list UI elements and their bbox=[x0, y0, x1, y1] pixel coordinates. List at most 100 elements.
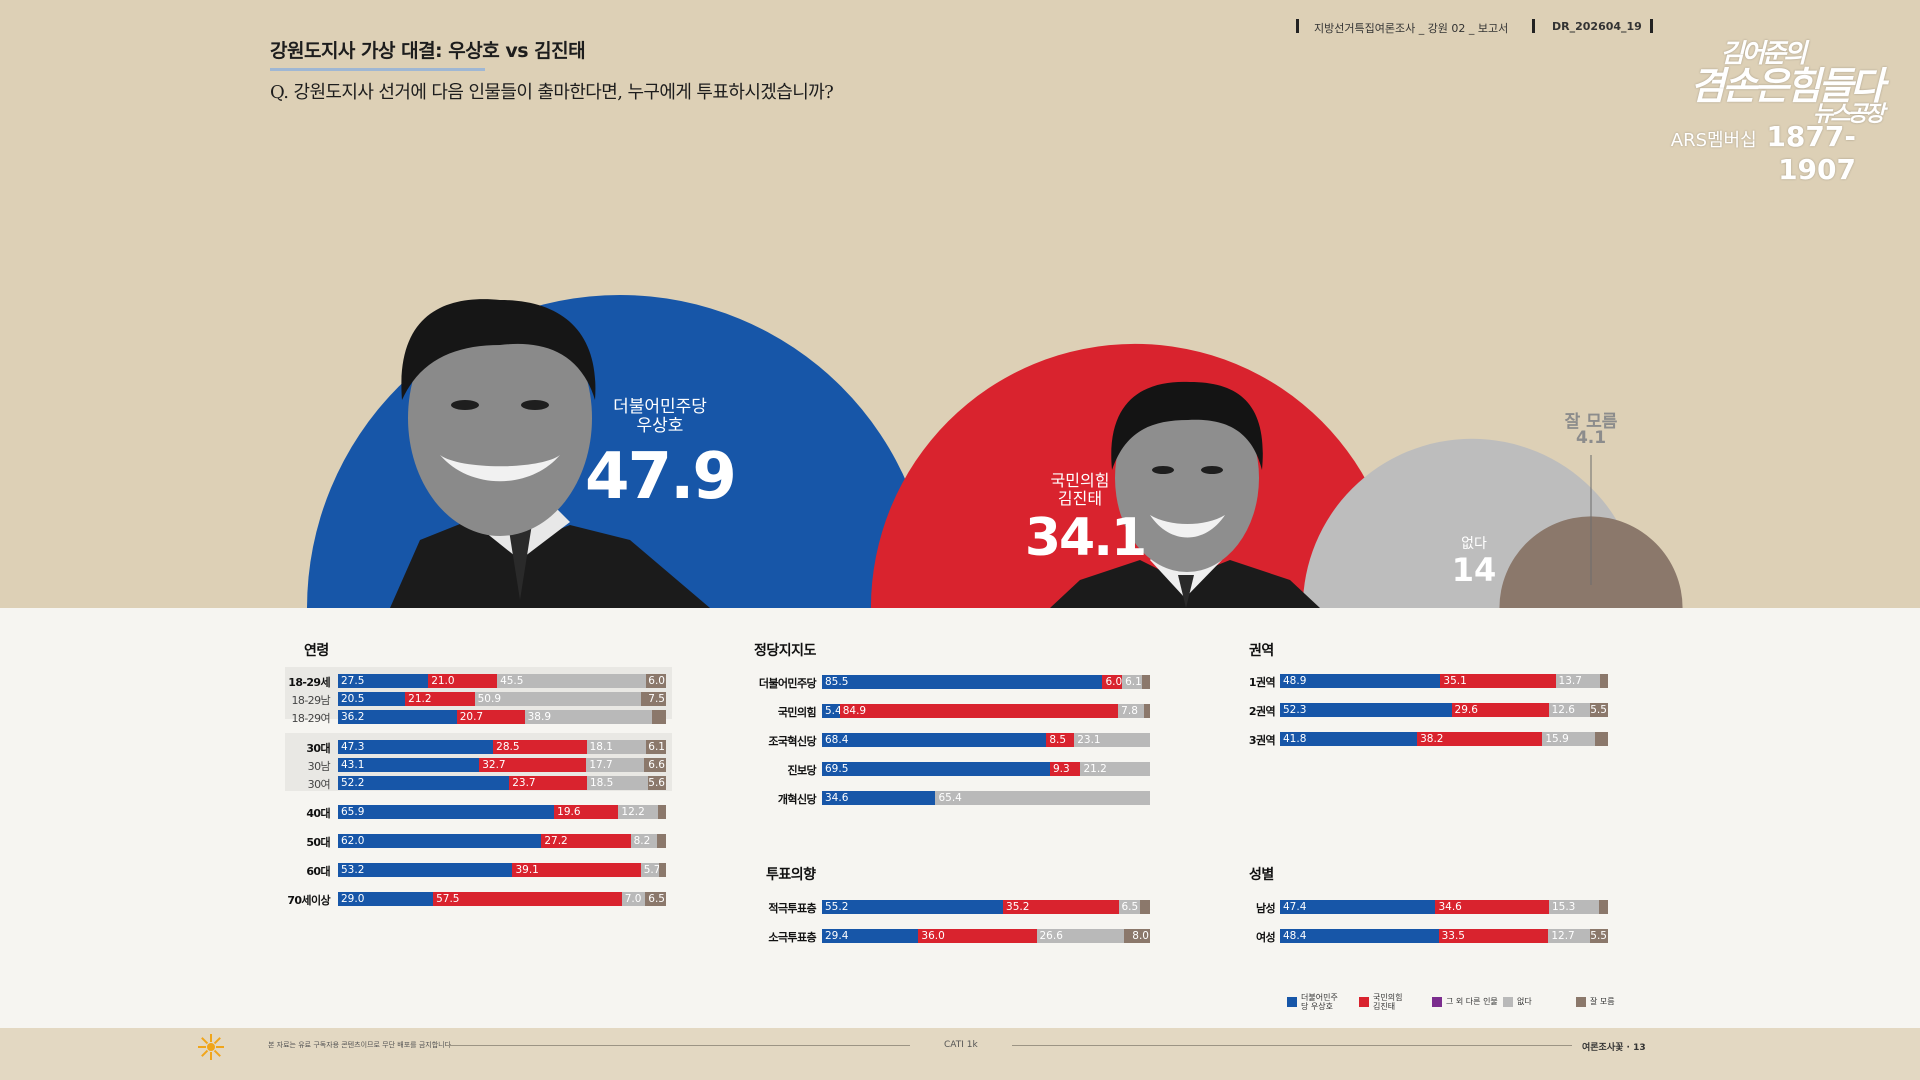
bar-value-label: 36.2 bbox=[341, 711, 365, 723]
hero-semicircles bbox=[307, 295, 1683, 608]
bar-value-label: 43.1 bbox=[341, 759, 365, 771]
bar-seg-none: 6.5 bbox=[1118, 900, 1140, 914]
bar-seg-none: 8.2 bbox=[630, 834, 658, 848]
stacked-bar: 47.3 28.5 18.1 6.1 bbox=[338, 740, 666, 754]
hero-area: 강원도지사 가상 대결: 우상호 vs 김진태 Q. 강원도지사 선거에 다음 … bbox=[270, 19, 1885, 608]
bar-value-label: 7.5 bbox=[648, 693, 665, 705]
stacked-bar: 69.5 9.3 21.2 bbox=[822, 762, 1150, 776]
bar-seg-woo: 53.2 bbox=[338, 863, 513, 877]
section-title-vote-intention: 투표의향 bbox=[766, 867, 816, 883]
legend-label-woo: 더불어민주당 우상호 bbox=[1301, 993, 1338, 1011]
bar-seg-woo: 5.4 bbox=[822, 704, 842, 718]
row-label: 소극투표층 bbox=[768, 931, 816, 944]
brand-line1: 김어준의 bbox=[1720, 39, 1807, 69]
bar-seg-unknown bbox=[1143, 704, 1150, 718]
bar-value-label: 5.4 bbox=[825, 705, 842, 717]
row-label: 진보당 bbox=[787, 764, 816, 777]
stacked-bar: 47.4 34.6 15.3 bbox=[1280, 900, 1608, 914]
legend-swatch-unknown bbox=[1576, 997, 1586, 1007]
stacked-bar: 68.4 8.5 23.1 bbox=[822, 733, 1150, 747]
bar-value-label: 5.5 bbox=[1590, 930, 1607, 942]
bar-seg-none: 7.0 bbox=[621, 892, 645, 906]
bar-seg-none: 6.1 bbox=[1122, 675, 1143, 689]
kim-value: 34.1 bbox=[1024, 508, 1147, 568]
unknown-value: 4.1 bbox=[1575, 428, 1607, 448]
bar-seg-unknown bbox=[1594, 732, 1608, 746]
row-label: 60대 bbox=[306, 865, 330, 878]
bar-value-label: 38.2 bbox=[1420, 733, 1444, 745]
bar-value-label: 28.5 bbox=[496, 741, 520, 753]
bar-seg-unknown bbox=[658, 805, 666, 819]
bar-seg-woo: 65.9 bbox=[338, 805, 555, 819]
bar-seg-kim: 19.6 bbox=[554, 805, 619, 819]
bar-value-label: 19.6 bbox=[557, 806, 581, 818]
bar-seg-kim: 28.5 bbox=[493, 740, 587, 754]
bar-value-label: 47.4 bbox=[1283, 901, 1307, 913]
section-title-age: 연령 bbox=[304, 643, 329, 659]
bar-value-label: 23.7 bbox=[512, 777, 536, 789]
bar-value-label: 17.7 bbox=[589, 759, 613, 771]
bar-seg-kim: 34.6 bbox=[1435, 900, 1549, 914]
row-label: 2권역 bbox=[1248, 705, 1276, 718]
bar-value-label: 62.0 bbox=[341, 835, 365, 847]
bar-seg-none: 45.5 bbox=[497, 674, 647, 688]
bar-seg-kim: 6.0 bbox=[1102, 675, 1122, 689]
bar-seg-woo: 27.5 bbox=[338, 674, 429, 688]
bar-value-label: 68.4 bbox=[825, 734, 849, 746]
bar-value-label: 9.3 bbox=[1052, 763, 1070, 775]
bar-value-label: 69.5 bbox=[825, 763, 849, 775]
row-label: 30여 bbox=[307, 778, 331, 791]
stacked-bar: 62.0 27.2 8.2 bbox=[338, 834, 666, 848]
bar-seg-kim: 84.9 bbox=[839, 704, 1119, 718]
bar-seg-unknown: 6.1 bbox=[645, 740, 666, 754]
bar-value-label: 52.3 bbox=[1283, 704, 1307, 716]
bar-value-label: 57.5 bbox=[436, 893, 460, 905]
bar-seg-kim: 23.7 bbox=[509, 776, 587, 790]
row-label: 40대 bbox=[306, 807, 330, 820]
bar-value-label: 12.7 bbox=[1551, 930, 1575, 942]
bar-value-label: 41.8 bbox=[1283, 733, 1307, 745]
bar-seg-kim: 32.7 bbox=[479, 758, 587, 772]
legend-label-kim: 국민의힘 김진태 bbox=[1373, 993, 1403, 1011]
row-label: 30대 bbox=[306, 742, 330, 755]
bar-seg-woo: 69.5 bbox=[822, 762, 1050, 776]
bar-seg-unknown: 6.6 bbox=[644, 758, 666, 772]
stacked-bar: 20.5 21.2 50.9 7.5 bbox=[338, 692, 666, 706]
stacked-bar: 48.4 33.5 12.7 5.5 bbox=[1280, 929, 1608, 943]
meta-divider bbox=[1296, 19, 1299, 33]
bar-seg-woo: 29.4 bbox=[822, 929, 919, 943]
bar-seg-none: 12.2 bbox=[618, 805, 659, 819]
bar-seg-kim: 36.0 bbox=[918, 929, 1037, 943]
brand-logo: 김어준의 겸손은힘들다 뉴스공장 bbox=[1612, 39, 1885, 126]
bar-seg-unknown bbox=[1599, 900, 1608, 914]
kim-party: 국민의힘 bbox=[1050, 471, 1110, 490]
bar-value-label: 50.9 bbox=[477, 693, 502, 705]
bar-value-label: 48.4 bbox=[1283, 930, 1307, 942]
bar-seg-kim: 20.7 bbox=[456, 710, 525, 724]
bar-value-label: 34.6 bbox=[825, 792, 849, 804]
bar-value-label: 21.2 bbox=[1083, 763, 1107, 775]
survey-question: Q. 강원도지사 선거에 다음 인물들이 출마한다면, 누구에게 투표하시겠습니… bbox=[270, 82, 834, 103]
legend-swatch-other bbox=[1432, 997, 1442, 1007]
row-label: 1권역 bbox=[1248, 676, 1276, 689]
stacked-bar: 5.4 84.9 7.8 bbox=[822, 704, 1150, 718]
bar-value-label: 13.7 bbox=[1558, 675, 1582, 687]
bar-value-label: 8.5 bbox=[1049, 734, 1067, 746]
legend-swatch-woo bbox=[1287, 997, 1297, 1007]
legend-swatch-kim bbox=[1359, 997, 1369, 1007]
bar-value-label: 36.0 bbox=[921, 930, 945, 942]
bar-seg-none: 5.7 bbox=[640, 863, 660, 877]
row-label: 18-29남 bbox=[291, 694, 331, 707]
bar-value-label: 65.9 bbox=[341, 806, 365, 818]
stacked-bar: 65.9 19.6 12.2 bbox=[338, 805, 666, 819]
row-label: 조국혁신당 bbox=[768, 735, 816, 748]
stacked-bar: 36.2 20.7 38.9 bbox=[338, 710, 666, 724]
flower-logo-icon bbox=[198, 1034, 224, 1060]
woo-value: 47.9 bbox=[585, 440, 737, 514]
bar-seg-none: 17.7 bbox=[586, 758, 645, 772]
stacked-bar: 52.3 29.6 12.6 5.5 bbox=[1280, 703, 1608, 717]
bar-value-label: 38.9 bbox=[527, 711, 552, 723]
footer-page: 여론조사꽃 · 13 bbox=[1582, 1043, 1646, 1053]
bar-value-label: 12.2 bbox=[621, 806, 645, 818]
report-meta: 지방선거특집여론조사 _ 강원 02 _ 보고서 bbox=[1314, 22, 1509, 35]
